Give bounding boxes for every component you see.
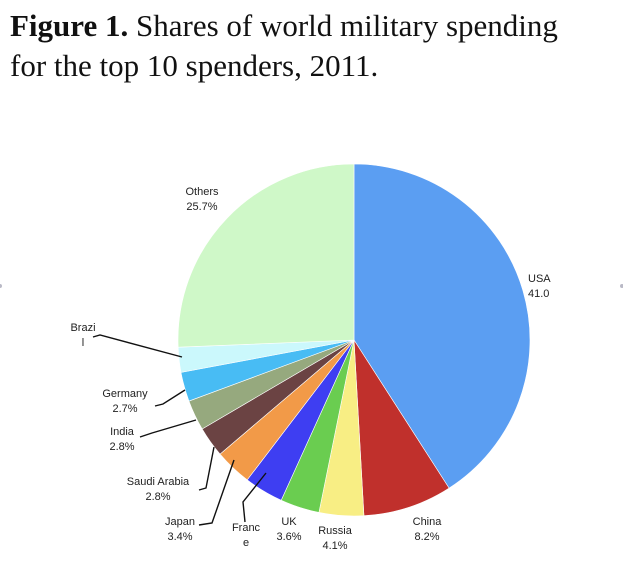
leader-line-france xyxy=(242,472,267,523)
pie-slice-others xyxy=(177,163,355,348)
pie-slice-china xyxy=(353,338,450,517)
leader-line-japan xyxy=(198,459,235,526)
slice-label-japan: Japan 3.4% xyxy=(165,516,195,543)
leader-line-india xyxy=(139,419,197,438)
slice-label-uk: UK 3.6% xyxy=(276,516,301,543)
edge-marker-right xyxy=(620,284,623,288)
slice-label-india: India 2.8% xyxy=(109,426,134,453)
figure-label: Figure 1. xyxy=(10,8,129,43)
figure-caption-line2: for the top 10 spenders, 2011. xyxy=(10,48,379,83)
leader-line-brazil xyxy=(92,334,183,358)
leader-line-germany xyxy=(154,389,186,407)
slice-label-saudi-arabia: Saudi Arabia 2.8% xyxy=(127,476,190,503)
edge-marker-left xyxy=(0,284,2,288)
label-leader-lines xyxy=(92,334,267,526)
slice-label-china: China 8.2% xyxy=(413,516,443,543)
pie-slices xyxy=(177,163,531,517)
slice-label-brazil: Brazi l xyxy=(70,322,95,349)
figure-caption-line1: Shares of world military spending xyxy=(136,8,558,43)
pie-slice-usa xyxy=(353,163,531,489)
leader-line-saudi-arabia xyxy=(198,446,215,491)
slice-label-france: Franc e xyxy=(232,522,261,549)
slice-label-usa: USA 41.0 xyxy=(528,273,551,300)
slice-labels: USA 41.0 China 8.2% Russia 4.1% UK 3.6% Franc e Ja… xyxy=(70,186,551,552)
slice-label-russia: Russia 4.1% xyxy=(318,525,353,552)
slice-label-germany: Germany 2.7% xyxy=(102,388,148,415)
figure-caption: Figure 1. Shares of world military spend… xyxy=(10,6,620,86)
slice-label-others: Others 25.7% xyxy=(185,186,219,213)
